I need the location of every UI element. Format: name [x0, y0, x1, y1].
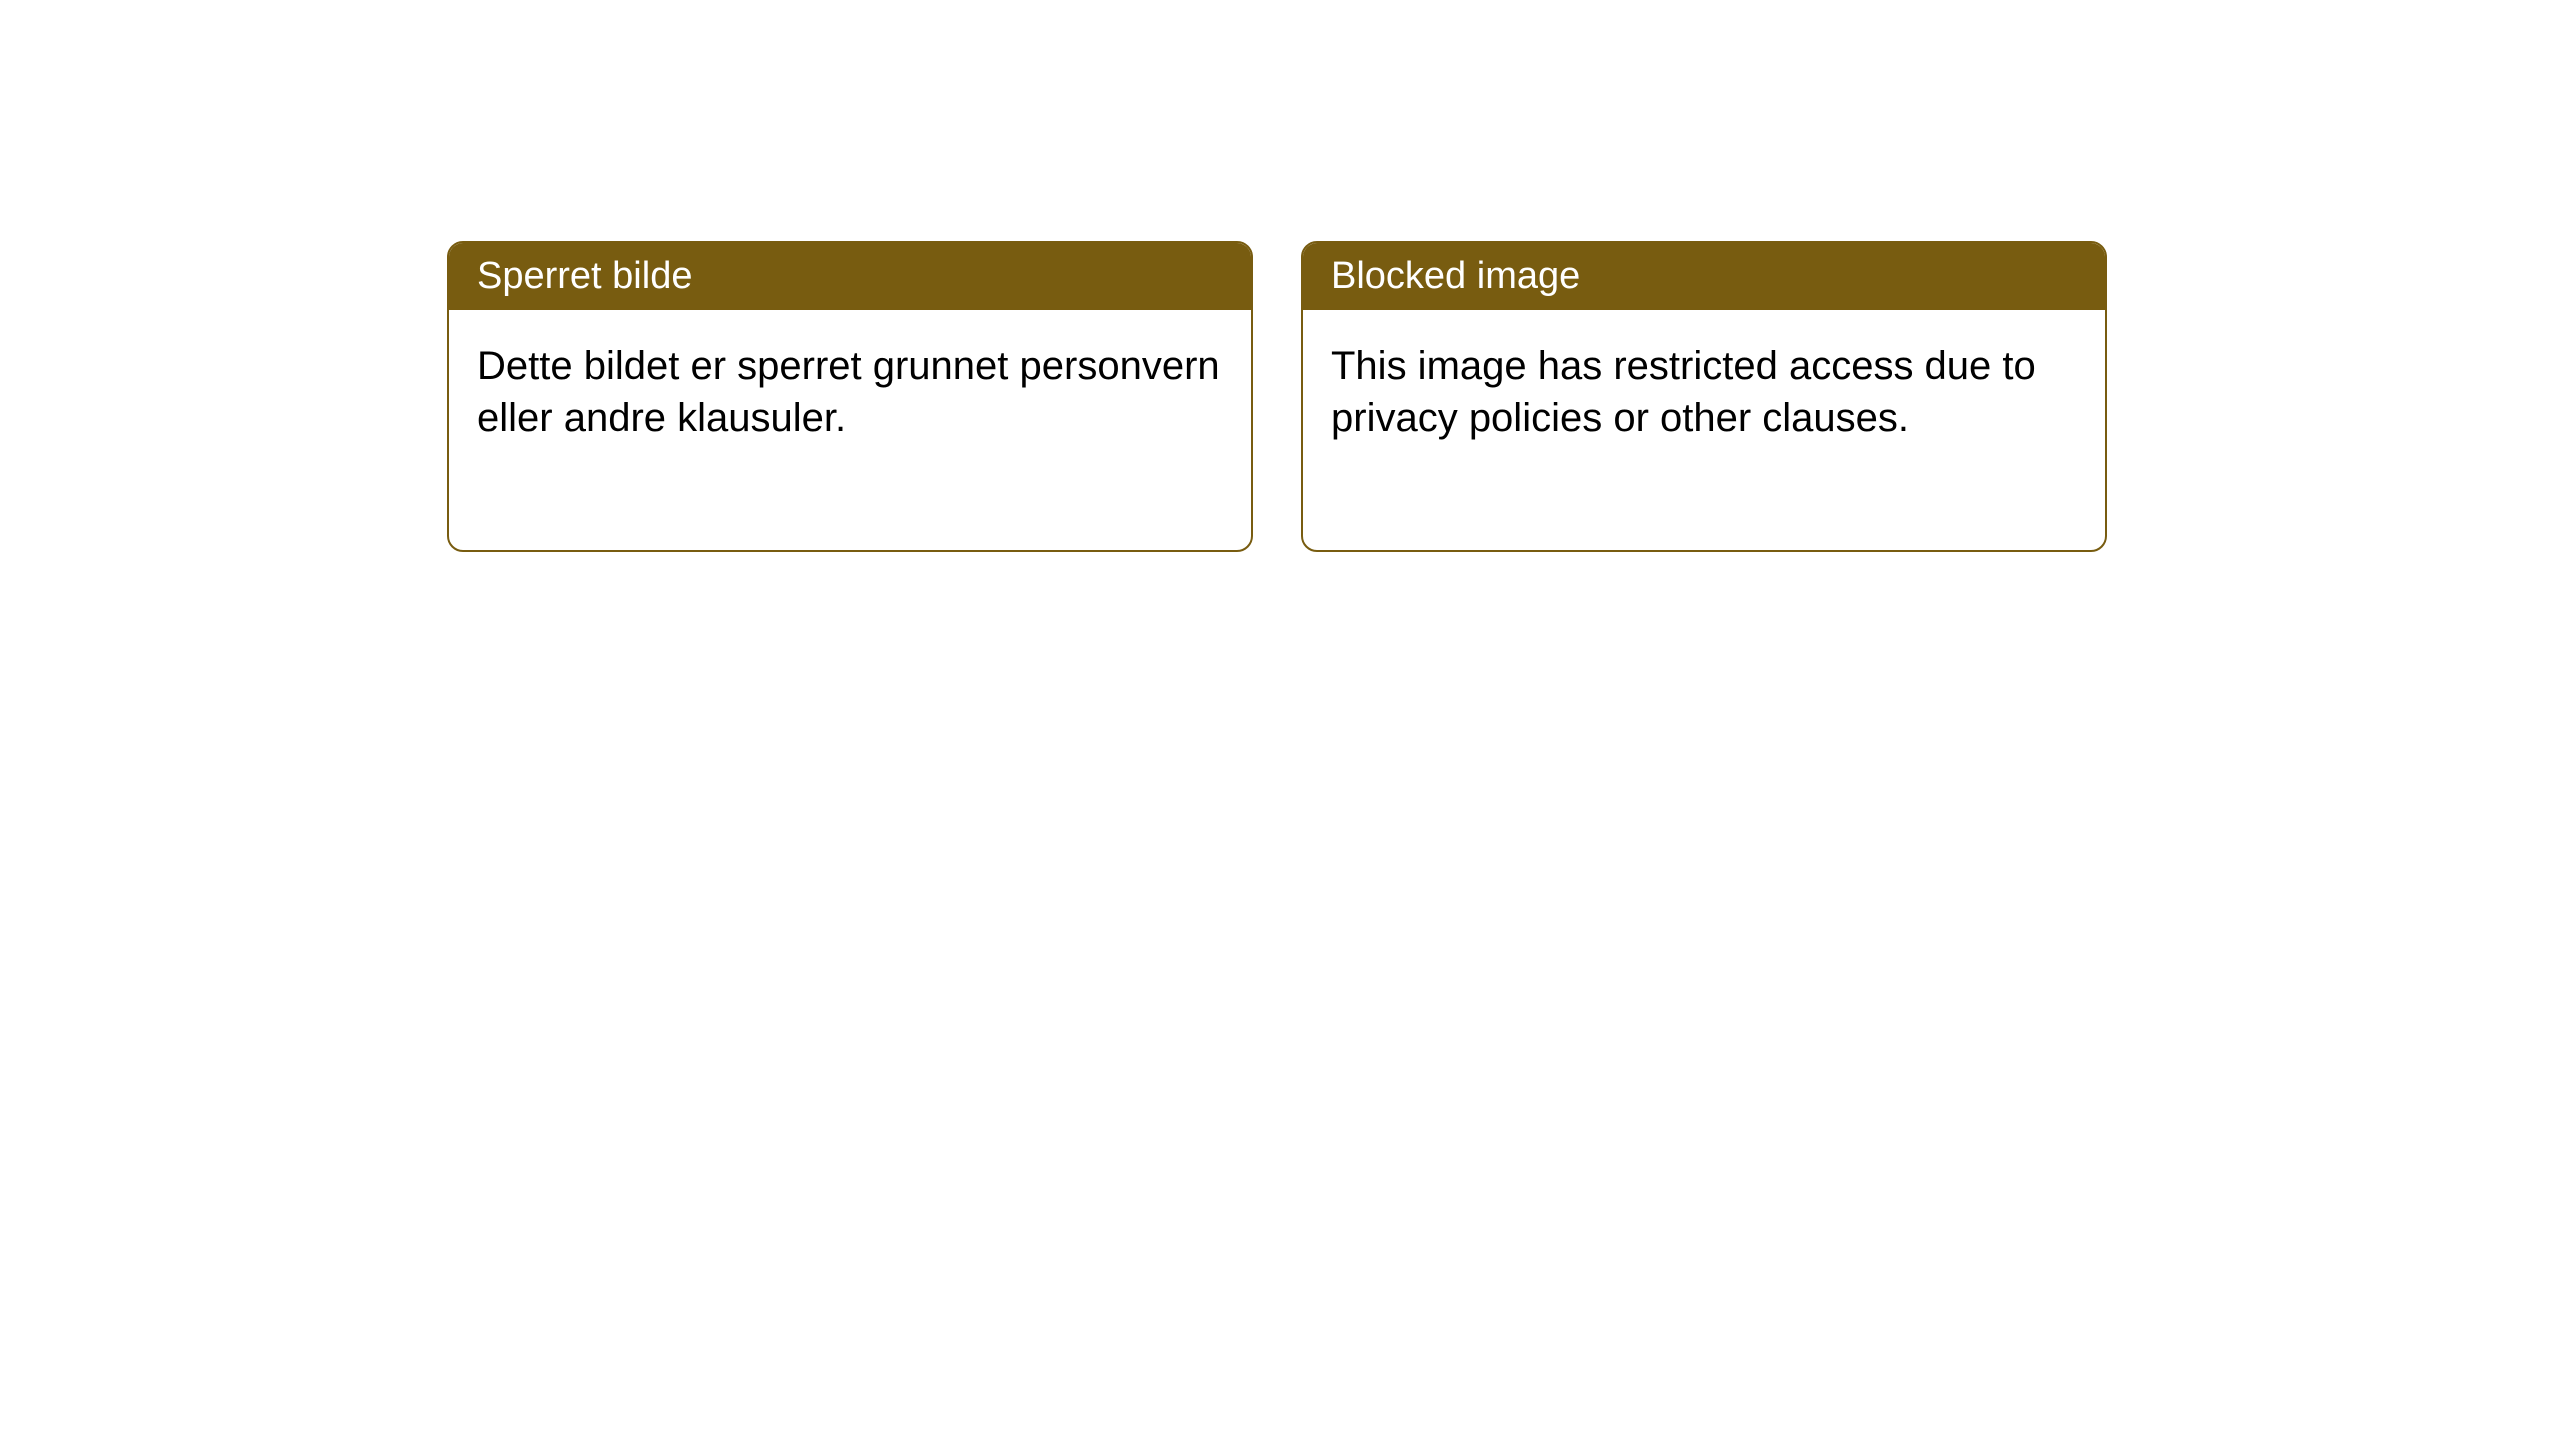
notice-title-norwegian: Sperret bilde	[477, 255, 692, 297]
notice-title-english: Blocked image	[1331, 255, 1580, 297]
notice-container: Sperret bilde Dette bildet er sperret gr…	[447, 241, 2107, 552]
notice-header-norwegian: Sperret bilde	[449, 243, 1251, 310]
notice-box-norwegian: Sperret bilde Dette bildet er sperret gr…	[447, 241, 1253, 552]
notice-body-english: This image has restricted access due to …	[1303, 310, 2105, 550]
notice-text-norwegian: Dette bildet er sperret grunnet personve…	[477, 344, 1220, 440]
notice-text-english: This image has restricted access due to …	[1331, 344, 2036, 440]
notice-body-norwegian: Dette bildet er sperret grunnet personve…	[449, 310, 1251, 550]
notice-header-english: Blocked image	[1303, 243, 2105, 310]
notice-box-english: Blocked image This image has restricted …	[1301, 241, 2107, 552]
